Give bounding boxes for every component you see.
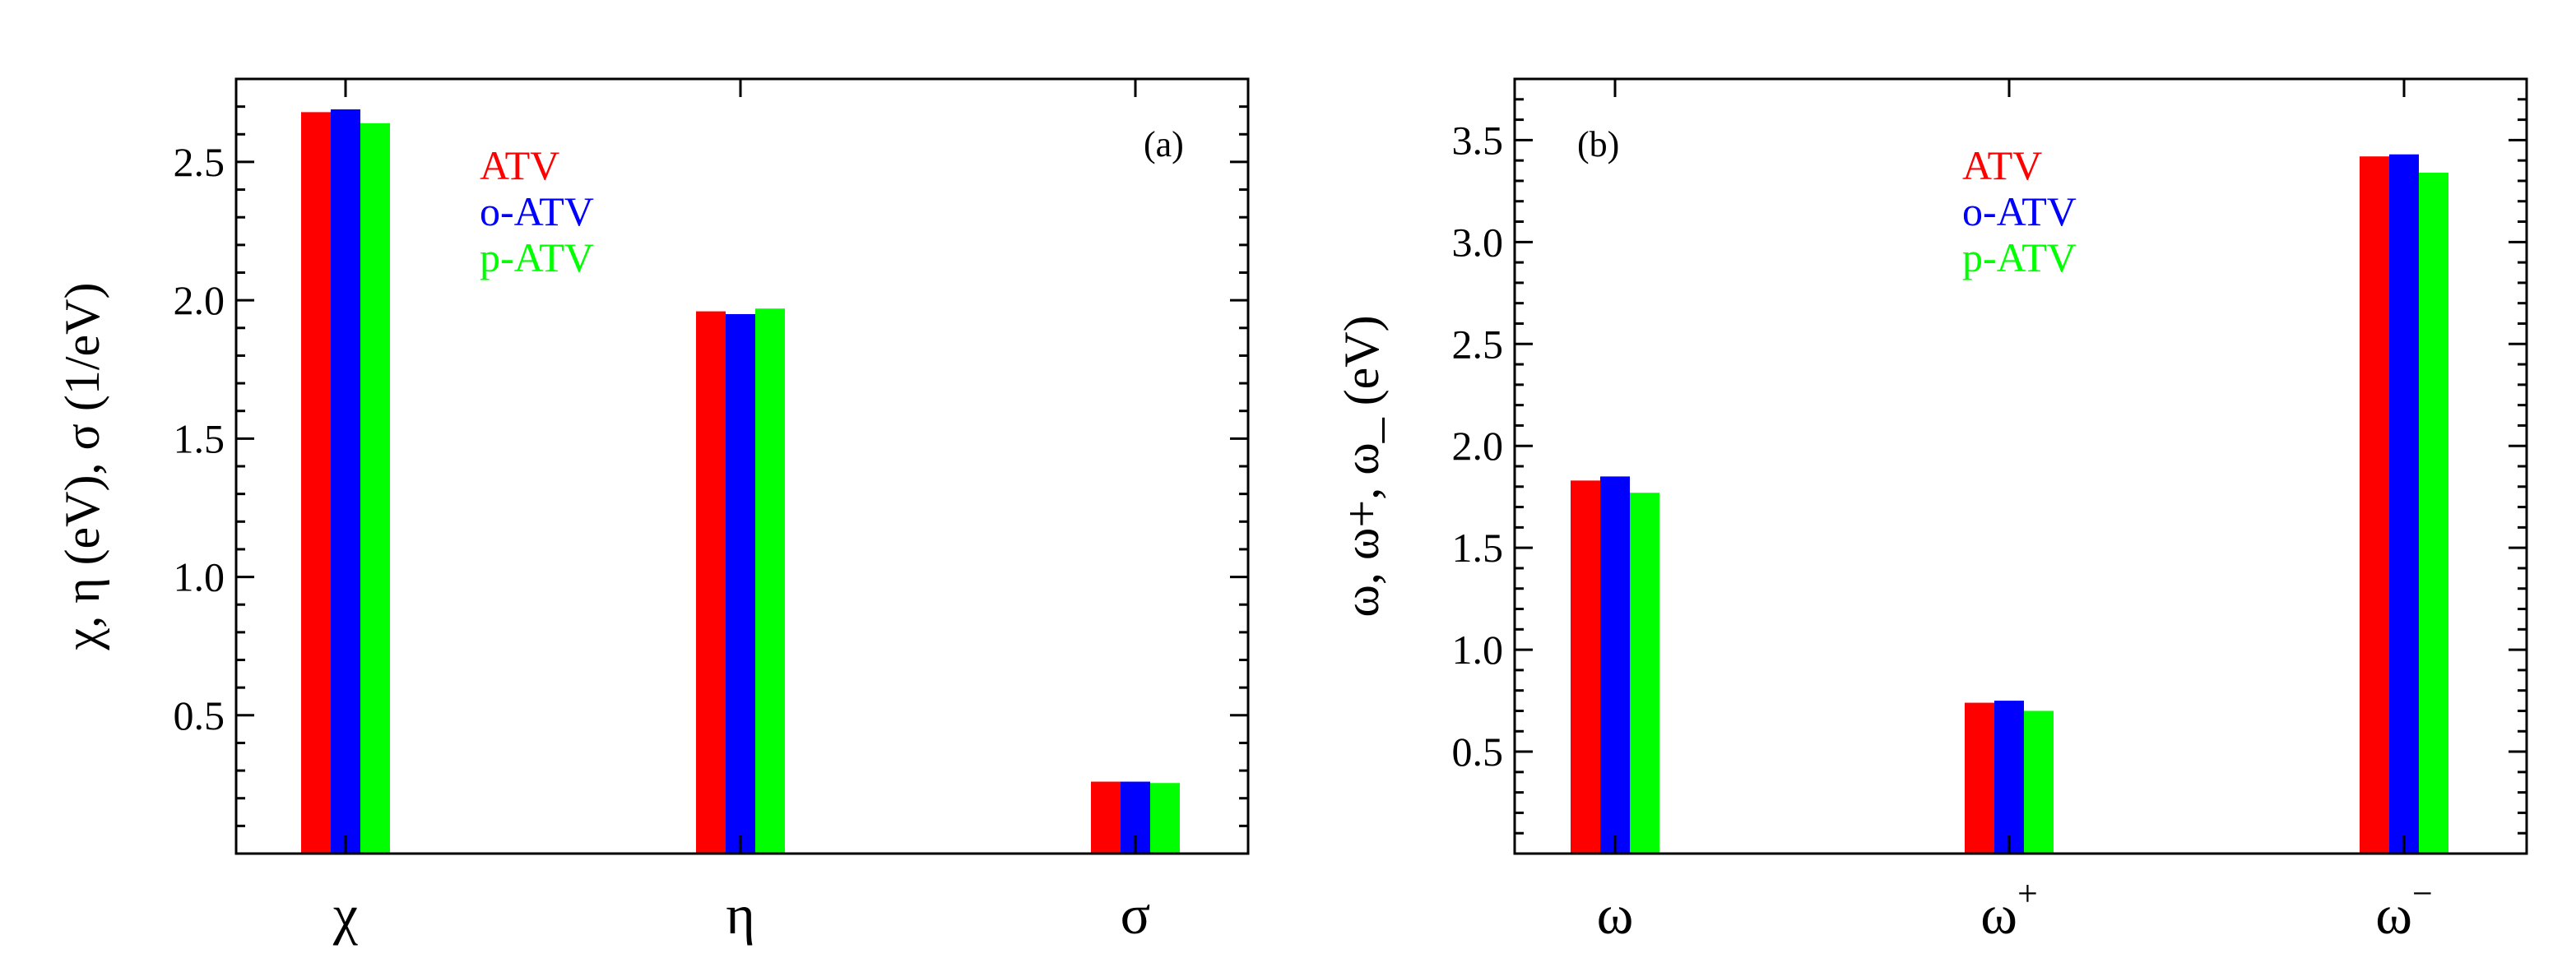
bar	[2419, 173, 2448, 854]
bar	[331, 109, 360, 854]
y-tick-label: 2.5	[174, 139, 225, 185]
legend-entry: p-ATV	[480, 234, 594, 280]
bar	[696, 311, 726, 854]
legend-entry: ATV	[480, 142, 559, 188]
y-tick-label: 1.5	[1452, 525, 1504, 571]
y-tick-label: 0.5	[174, 692, 225, 738]
x-category-label: ω−	[2375, 873, 2433, 946]
y-axis-title: ω, ω+, ω_ (eV)	[1334, 315, 1389, 617]
legend-entry: o-ATV	[1962, 188, 2077, 234]
x-category-label: σ	[1121, 883, 1151, 946]
panel-label: (a)	[1144, 124, 1184, 164]
legend-entry: ATV	[1962, 142, 2042, 188]
y-tick-label: 3.5	[1452, 117, 1504, 163]
y-tick-label: 2.0	[1452, 423, 1504, 469]
panel-label: (b)	[1577, 124, 1619, 164]
legend-entry: o-ATV	[480, 188, 594, 234]
bar	[1630, 493, 1659, 854]
bar	[301, 112, 331, 854]
bar	[1091, 781, 1121, 854]
x-category-label: ω+	[1980, 873, 2038, 946]
chart-panel-2: 0.5 1.0 1.5 2.0 2.5 3.0 3.5 ω ω+ ω− ω, ω+, ω_ (eV)…	[1334, 77, 2528, 946]
x-category-label: ω	[1597, 883, 1634, 946]
bar	[1994, 701, 2024, 854]
y-tick-label: 2.5	[1452, 321, 1504, 367]
y-tick-label: 0.5	[1452, 729, 1504, 775]
bar	[755, 308, 785, 854]
y-tick-label: 1.0	[1452, 627, 1504, 673]
y-axis-title: χ, η (eV), σ (1/eV)	[55, 283, 109, 651]
bar	[2360, 156, 2389, 854]
bar	[726, 313, 755, 854]
bar	[1600, 476, 1630, 854]
bar	[2024, 710, 2054, 854]
chart-panel-1: 0.5 1.0 1.5 2.0 2.5 χ η σ χ, η (eV), σ (1/eV) (a)…	[55, 77, 1250, 946]
bar	[1150, 783, 1180, 854]
legend-entry: p-ATV	[1962, 234, 2077, 280]
x-category-label: χ	[332, 883, 358, 946]
bar	[360, 123, 390, 854]
y-tick-label: 3.0	[1452, 219, 1504, 265]
y-tick-label: 1.5	[174, 415, 225, 461]
bar	[2389, 154, 2419, 854]
bar	[1965, 702, 1994, 854]
x-category-label: η	[726, 883, 755, 946]
y-tick-label: 2.0	[174, 277, 225, 323]
y-tick-label: 1.0	[174, 554, 225, 600]
bar	[1571, 480, 1600, 854]
